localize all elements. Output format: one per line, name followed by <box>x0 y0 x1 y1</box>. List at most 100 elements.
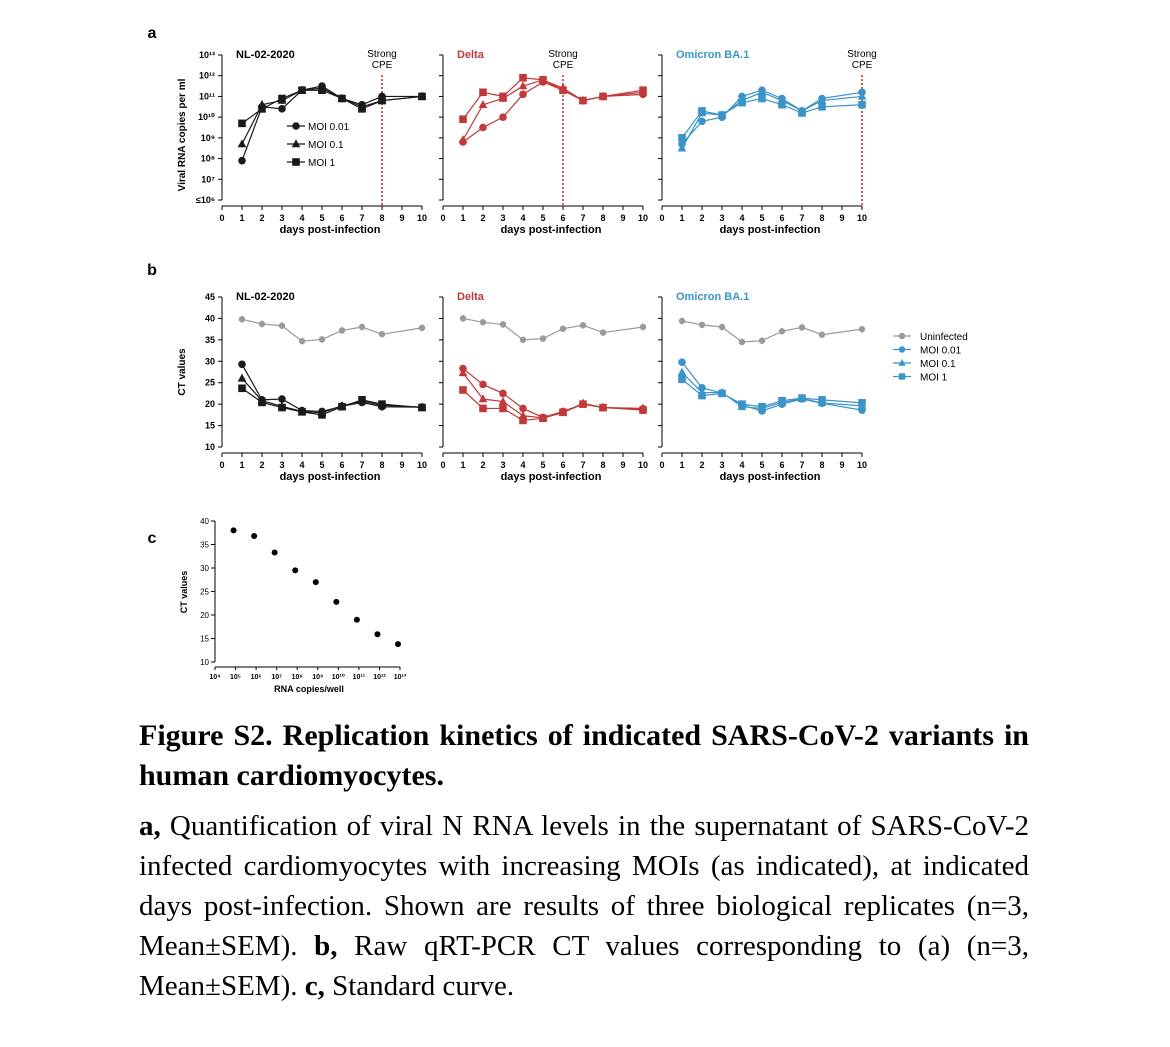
panel-b-1-data-point <box>599 403 607 412</box>
panel-a-0-data-point <box>278 94 286 103</box>
panel-a-1-data-point <box>479 123 487 132</box>
panel-b-y-axis-label: CT values <box>177 348 188 396</box>
panel-a-2-x-tick-label: 10 <box>857 213 867 223</box>
panel-b-1-data-point <box>499 404 507 413</box>
panel-b-0-data-point <box>258 398 266 407</box>
panel-a-1-data-point <box>459 115 467 124</box>
panel-b-0-data-point <box>378 331 386 338</box>
panel-a-0-cpe-label: Strong <box>367 49 396 60</box>
panel-c-x-tick-label: 10⁴ <box>209 674 221 681</box>
panel-b-1-data-point <box>499 389 507 398</box>
panel-c-y-tick-label: 25 <box>200 588 209 597</box>
panel-b-0-y-tick-label: 30 <box>205 356 215 366</box>
panel-a-1-x-tick-label: 3 <box>500 213 505 223</box>
panel-b-1-data-point <box>579 322 587 329</box>
panel-b-1-data-point <box>539 414 547 423</box>
panel-b-1-x-tick-label: 3 <box>500 460 505 470</box>
panel-c-data-point <box>374 631 381 638</box>
panel-a-2-x-tick-label: 8 <box>819 213 824 223</box>
panel-b-0-data-point <box>358 396 366 404</box>
panel-b-1-data-point <box>498 396 508 405</box>
panel-b-0-y-tick-label: 25 <box>205 378 215 388</box>
panel-b-0-x-tick-label: 6 <box>339 460 344 470</box>
panel-a-1-data-point <box>479 88 487 97</box>
panel-a-2-data-point <box>858 100 866 109</box>
panel-b-0-series-line <box>241 378 423 414</box>
panel-b-1-x-tick-label: 2 <box>480 460 485 470</box>
panel-b-0-y-tick-label: 45 <box>205 292 215 302</box>
panel-c-y-tick-label: 35 <box>200 541 209 550</box>
panel-a-1-x-tick-label: 7 <box>580 213 585 223</box>
panel-b-0-y-tick-label: 40 <box>205 313 215 323</box>
panel-a-legend-label: MOI 0.01 <box>308 122 350 133</box>
panel-b-2-data-point <box>678 358 686 366</box>
panel-a-2-series-line <box>681 89 863 145</box>
panel-a-0-x-tick-label: 3 <box>279 213 284 223</box>
panel-c-x-tick-label: 10¹¹ <box>353 674 366 681</box>
panel-a-1-x-tick-label: 8 <box>600 213 605 223</box>
panel-a-0-data-point <box>318 86 326 95</box>
panel-b-1-data-point <box>479 380 487 389</box>
panel-b-1-x-tick-label: 4 <box>520 460 525 470</box>
panel-a-0-y-tick-label: 10¹⁰ <box>198 112 215 122</box>
panel-b-0-series-line <box>241 387 423 416</box>
caption-c-text: Standard curve. <box>324 970 515 1002</box>
panel-a-2-x-tick-label: 0 <box>659 213 664 223</box>
panel-c-y-tick-label: 30 <box>200 564 209 573</box>
panel-c-x-tick-label: 10⁸ <box>292 674 303 681</box>
panel-a-0-y-tick-label: 10¹¹ <box>199 91 215 101</box>
panel-b-1-data-point <box>639 406 647 414</box>
panel-a-2-data-point <box>818 102 826 111</box>
panel-b-0-data-point <box>298 337 306 345</box>
panel-b-1-data-point <box>579 400 587 408</box>
panel-b-legend-label: MOI 1 <box>920 373 948 384</box>
panel-b-0-title: NL-02-2020 <box>236 291 295 303</box>
panel-b-0-x-tick-label: 2 <box>259 460 264 470</box>
panel-a-2-x-axis-label: days post-infection <box>720 224 821 236</box>
caption-b-label: b, <box>314 930 338 962</box>
panel-b-0-y-tick-label: 15 <box>205 421 215 431</box>
panel-b-0-x-axis-label: days post-infection <box>280 471 381 483</box>
panel-b-legend-marker <box>898 373 906 380</box>
panel-b-2-x-tick-label: 4 <box>739 460 744 470</box>
panel-a-1-x-tick-label: 2 <box>480 213 485 223</box>
panel-a-1-data-point <box>539 76 547 84</box>
panel-a-0-x-tick-label: 8 <box>379 213 384 223</box>
panel-b-1-data-point <box>459 386 467 394</box>
panel-b-0-data-point <box>237 373 247 382</box>
panel-b-0-x-tick-label: 8 <box>379 460 384 470</box>
panel-b-0-data-point <box>258 320 266 328</box>
panel-a-0-x-tick-label: 4 <box>299 213 304 223</box>
panel-c-data-point <box>333 598 340 605</box>
panel-b-2-x-axis-label: days post-infection <box>720 471 821 483</box>
panel-a-1-data-point <box>579 96 587 105</box>
panel-b-1-x-tick-label: 1 <box>460 460 465 470</box>
panel-b-2-data-point <box>677 367 687 376</box>
panel-c-data-point <box>395 641 401 648</box>
panel-c-x-tick-label: 10⁹ <box>312 674 323 681</box>
panel-b-0-data-point <box>418 324 426 332</box>
panel-b-2-x-tick-label: 0 <box>659 460 664 470</box>
panel-a-1-cpe-label: Strong <box>548 49 577 60</box>
panel-b-1-x-tick-label: 8 <box>600 460 605 470</box>
panel-a-0-x-tick-label: 1 <box>239 213 244 223</box>
panel-b-2-series-line <box>681 320 863 343</box>
panel-a-0-x-tick-label: 6 <box>339 213 344 223</box>
panel-b-2-series-line <box>681 372 863 410</box>
panel-b-2-x-tick-label: 9 <box>839 460 844 470</box>
panel-a-2-data-point <box>698 117 706 126</box>
panel-a-0-data-point <box>237 139 247 148</box>
panel-c-x-tick-label: 10⁷ <box>271 674 282 681</box>
panel-a-1-data-point <box>518 81 528 90</box>
panel-b-1-data-point <box>599 329 607 336</box>
panel-a-1-data-point <box>559 86 567 95</box>
panel-a-2-cpe-label: CPE <box>852 60 873 71</box>
panel-b-0-y-tick-label: 35 <box>205 335 215 345</box>
panel-b-legend-label: Uninfected <box>920 332 968 343</box>
panel-c-data-point <box>271 549 278 556</box>
panel-b-1-series-line <box>462 372 644 419</box>
panel-a-0-data-point <box>418 92 426 101</box>
panel-a-legend-marker <box>292 122 300 130</box>
panel-b-legend-marker <box>898 359 906 366</box>
